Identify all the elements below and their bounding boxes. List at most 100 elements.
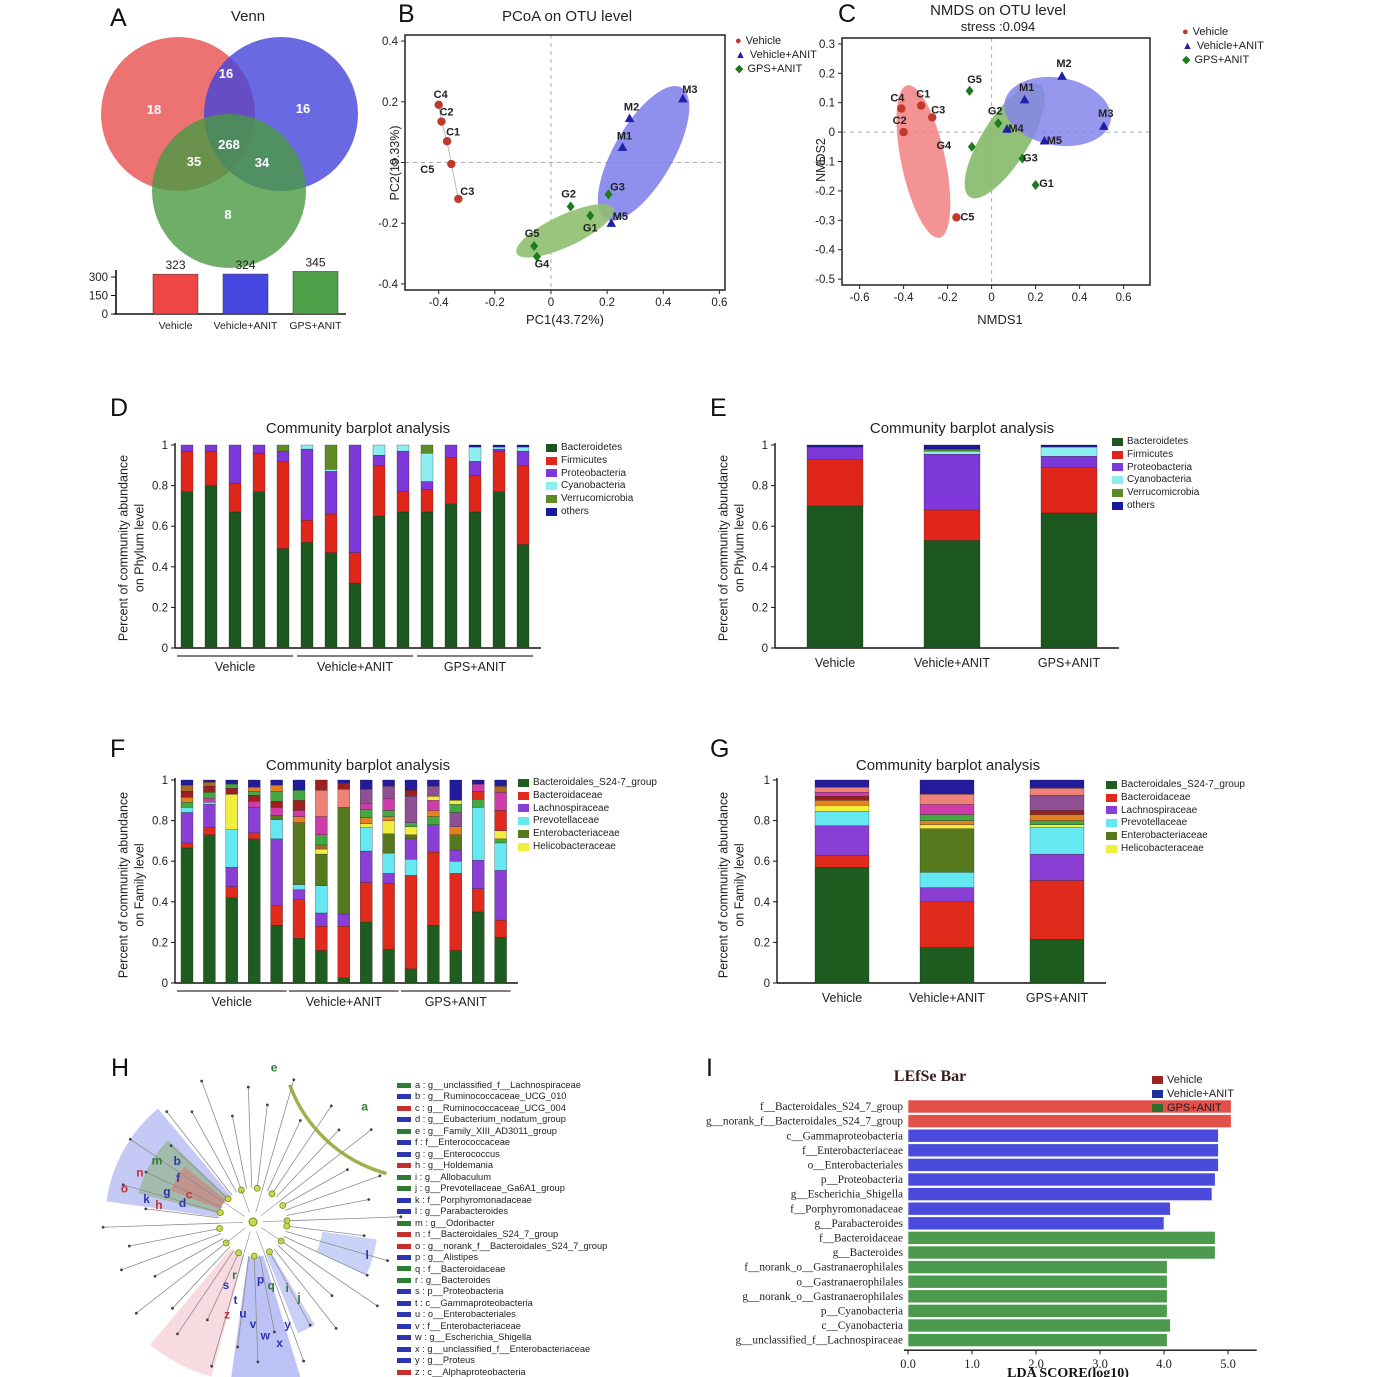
legend-swatch [518, 791, 529, 800]
legend-label: Verrucomicrobia [561, 493, 634, 505]
legend-label: Verrucomicrobia [1127, 487, 1200, 499]
panel-c-xlabel: NMDS1 [977, 312, 1023, 327]
svg-text:Vehicle: Vehicle [159, 320, 193, 332]
legend-swatch [1112, 476, 1123, 485]
svg-text:o__Gastranaerophilales: o__Gastranaerophilales [796, 1276, 903, 1288]
svg-text:G4: G4 [936, 140, 952, 152]
svg-text:2.0: 2.0 [1028, 1357, 1044, 1371]
legend-item: v : f__Enterobacteriaceae [397, 1321, 607, 1332]
svg-text:x: x [276, 1336, 283, 1350]
svg-text:0.8: 0.8 [152, 481, 168, 493]
svg-text:Vehicle: Vehicle [212, 995, 252, 1009]
svg-text:0.2: 0.2 [819, 68, 835, 80]
svg-text:G1: G1 [583, 223, 598, 235]
svg-text:o__Enterobacteriales: o__Enterobacteriales [808, 1160, 903, 1172]
legend-item: e : g__Family_XIII_AD3011_group [397, 1126, 607, 1137]
legend-item: ◆ GPS+ANIT [1182, 54, 1264, 67]
legend-swatch [397, 1277, 411, 1283]
panel-e-ylabel: Percent of community abundance on Phylum… [716, 455, 747, 641]
svg-text:h: h [155, 1198, 162, 1212]
panel-i-legend: Vehicle Vehicle+ANIT GPS+ANIT [1152, 1074, 1234, 1116]
svg-text:r: r [232, 1268, 237, 1282]
svg-text:-0.2: -0.2 [938, 292, 958, 304]
panel-g-ylabel-line1: Percent of community abundance [716, 791, 731, 979]
svg-text:c: c [186, 1188, 193, 1202]
svg-text:g__norank_f__Bacteroidales_S24: g__norank_f__Bacteroidales_S24_7_group [706, 1116, 903, 1128]
legend-swatch [546, 495, 557, 504]
svg-text:0.6: 0.6 [752, 521, 768, 533]
svg-text:c__Gammaproteobacteria: c__Gammaproteobacteria [786, 1130, 903, 1142]
legend-swatch [518, 817, 529, 826]
svg-text:0: 0 [829, 127, 835, 139]
svg-text:0.4: 0.4 [1072, 292, 1089, 304]
legend-item: k : f__Porphyromonadaceae [397, 1195, 607, 1206]
legend-swatch [397, 1220, 411, 1226]
legend-item: ● Vehicle [1182, 26, 1264, 39]
legend-swatch [397, 1255, 411, 1261]
legend-label: Bacteroidales_S24-7_group [1121, 779, 1245, 790]
svg-text:w: w [260, 1328, 271, 1342]
panel-f-ylabel-line1: Percent of community abundance [116, 791, 131, 979]
legend-item: Bacteroidetes [546, 442, 633, 454]
svg-text:16: 16 [296, 101, 310, 116]
svg-text:G3: G3 [1023, 153, 1038, 165]
legend-swatch [397, 1140, 411, 1146]
svg-text:Vehicle+ANIT: Vehicle+ANIT [909, 991, 985, 1005]
svg-text:GPS+ANIT: GPS+ANIT [1038, 656, 1101, 670]
panel-d-phylum-barplot: D Community barplot analysis 1 0.8 0.6 0.4 0… [100, 390, 720, 705]
legend-label: GPS+ANIT [747, 62, 803, 75]
svg-text:0.4: 0.4 [655, 297, 672, 309]
svg-text:g: g [163, 1185, 170, 1199]
svg-text:M4: M4 [1008, 123, 1024, 135]
svg-text:-0.4: -0.4 [815, 245, 835, 257]
svg-text:l: l [365, 1248, 368, 1262]
panel-i-title: LEfSe Bar [893, 1068, 967, 1085]
panel-i-lefse-bar: I LEfSe Bar f__Bacteroidales_S24_7_group… [690, 1050, 1377, 1377]
svg-text:C1: C1 [446, 126, 460, 138]
legend-label: t : c__Gammaproteobacteria [415, 1297, 533, 1308]
svg-text:0.4: 0.4 [754, 897, 771, 909]
svg-text:M1: M1 [1019, 82, 1034, 94]
panel-b-pcoa: B PCoA on OTU level -0.4 -0.2 0 0.2 0.4 0.6 0.… [378, 0, 820, 345]
legend-swatch [397, 1335, 411, 1341]
legend-label: h : g__Holdemania [415, 1160, 494, 1171]
legend-item: Lachnospiraceae [1106, 805, 1245, 817]
panel-a-venn: A Venn 18 16 16 268 35 34 8 300 150 0 323 Vehicle 32… [88, 2, 398, 352]
svg-text:G2: G2 [561, 189, 576, 201]
svg-text:0.4: 0.4 [152, 897, 169, 909]
legend-label: r : g__Bacteroides [415, 1274, 491, 1285]
svg-text:Vehicle: Vehicle [815, 656, 855, 670]
legend-swatch [397, 1094, 411, 1100]
panel-e-letter: E [710, 394, 728, 422]
svg-text:G4: G4 [535, 259, 551, 271]
panel-c-ylabel: NMDS2 [814, 138, 829, 182]
svg-text:o: o [121, 1181, 128, 1195]
legend-label: Proteobacteria [561, 467, 627, 479]
legend-label: Enterobacteriaceae [533, 828, 620, 840]
svg-text:M2: M2 [624, 101, 639, 113]
panel-a-title: Venn [230, 8, 266, 25]
legend-item: i : g__Allobaculum [397, 1172, 607, 1183]
legend-item: Prevotellaceae [518, 815, 657, 827]
venn-diagram-and-bar-chart: 18 16 16 268 35 34 8 300 150 0 323 Vehicle 324 Vehicl… [89, 37, 358, 332]
legend-item: m : g__Odoribacter [397, 1218, 607, 1229]
legend-label: b : g__Ruminococcaceae_UCG_010 [415, 1091, 567, 1102]
panel-d-letter: D [110, 394, 130, 422]
svg-text:150: 150 [89, 291, 108, 303]
legend-item: Cyanobacteria [1112, 474, 1199, 486]
svg-text:268: 268 [218, 137, 240, 152]
svg-text:0.3: 0.3 [819, 39, 835, 51]
svg-text:4.0: 4.0 [1156, 1357, 1172, 1371]
svg-text:-0.4: -0.4 [429, 297, 449, 309]
phylum-stacked-bars: 1 0.8 0.6 0.4 0.2 0 Vehicle Vehicle+ANIT GPS+ANI… [152, 440, 541, 674]
legend-label: Vehicle [745, 35, 782, 47]
svg-text:1: 1 [764, 775, 770, 787]
svg-text:C4: C4 [890, 93, 905, 105]
legend-item: Firmicutes [1112, 449, 1199, 461]
legend-item: Bacteroidaceae [1106, 792, 1245, 804]
circle-icon: ● [735, 34, 742, 47]
svg-text:f__Bacteroidales_S24_7_group: f__Bacteroidales_S24_7_group [760, 1101, 903, 1113]
legend-label: Vehicle [1192, 26, 1229, 38]
legend-item: Prevotellaceae [1106, 817, 1245, 829]
svg-text:C2: C2 [893, 115, 907, 127]
